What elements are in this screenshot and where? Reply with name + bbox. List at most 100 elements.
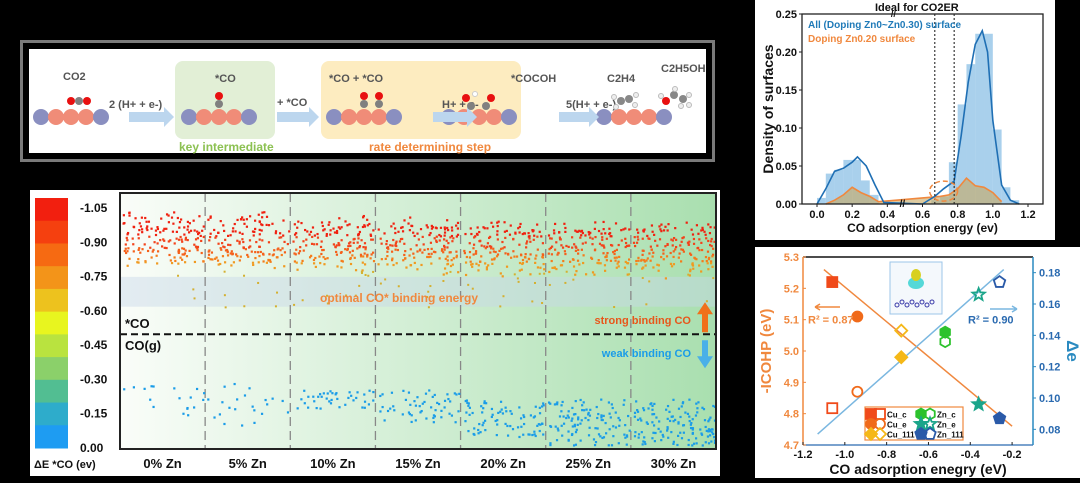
- weak-binding-point: [533, 430, 536, 433]
- strong-binding-point: [416, 232, 419, 235]
- strong-binding-point: [486, 227, 489, 230]
- strong-binding-point: [652, 251, 655, 254]
- strong-binding-point: [439, 226, 443, 229]
- strong-binding-point: [496, 224, 499, 228]
- histogram-bar: [834, 169, 844, 204]
- hydrogen-atom: [678, 103, 684, 109]
- weak-binding-point: [404, 398, 408, 401]
- weak-binding-point: [707, 442, 711, 445]
- optimal-point: [397, 285, 400, 288]
- strong-binding-point: [559, 238, 562, 241]
- weak-binding-point: [534, 434, 537, 438]
- weak-binding-point: [350, 394, 353, 397]
- strong-binding-point: [590, 257, 594, 260]
- strong-binding-point: [156, 226, 159, 229]
- strong-binding-point: [560, 244, 563, 247]
- c2h5oh-label: C2H5OH: [661, 63, 706, 75]
- strong-binding-point: [261, 223, 264, 227]
- strong-binding-point: [156, 262, 159, 265]
- strong-binding-point: [178, 220, 182, 224]
- category-label: 10% Zn: [310, 456, 356, 471]
- weak-binding-point: [536, 424, 539, 427]
- strong-binding-point: [200, 239, 203, 243]
- strong-binding-point: [299, 246, 302, 249]
- strong-binding-point: [257, 261, 260, 264]
- weak-binding-point: [577, 416, 580, 419]
- colorbar-tick-label: 0.00: [80, 441, 104, 455]
- strong-binding-point: [257, 213, 260, 216]
- weak-binding-point: [573, 423, 576, 426]
- legend-marker-open: [923, 426, 937, 440]
- weak-binding-point: [625, 434, 629, 437]
- weak-binding-point: [414, 404, 418, 407]
- strong-binding-point: [496, 230, 499, 233]
- strong-binding-point: [605, 259, 608, 262]
- strong-binding-point: [360, 239, 363, 242]
- strong-binding-point: [250, 250, 253, 253]
- density-histogram-panel: Ideal for CO2ER 0.00 0.05 0.10 0.15 0.20 0.25 0…: [755, 0, 1055, 240]
- strong-binding-point: [575, 230, 578, 233]
- strong-binding-point: [341, 260, 344, 263]
- strong-binding-point: [122, 214, 125, 217]
- strong-binding-point: [214, 236, 217, 239]
- strong-binding-point: [439, 235, 443, 238]
- strong-binding-point: [642, 249, 645, 252]
- weak-binding-point: [703, 419, 707, 422]
- icohp-point-zn_111: [992, 411, 1007, 425]
- weak-binding-point: [636, 410, 640, 413]
- weak-binding-point: [642, 440, 645, 443]
- strong-binding-point: [584, 241, 587, 244]
- strong-binding-point: [239, 255, 242, 258]
- strong-binding-point: [145, 227, 148, 230]
- weak-binding-point: [150, 385, 153, 388]
- strong-binding-point: [547, 234, 551, 237]
- weak-binding-point: [467, 404, 470, 407]
- strong-binding-point: [503, 221, 506, 224]
- weak-binding-point: [443, 399, 447, 402]
- strong-binding-point: [703, 230, 706, 233]
- strong-binding-point: [127, 247, 130, 250]
- strong-binding-point: [564, 252, 567, 256]
- strong-binding-point: [271, 222, 274, 225]
- left-tick-label: 4.8: [784, 409, 799, 421]
- weak-binding-point: [580, 419, 583, 422]
- left-tick-label: 4.9: [784, 377, 799, 389]
- strong-binding-point: [181, 258, 184, 261]
- strong-binding-point: [710, 260, 713, 263]
- strong-binding-point: [509, 224, 512, 227]
- optimal-point: [354, 294, 357, 297]
- strong-binding-point: [219, 262, 222, 266]
- strong-binding-point: [362, 216, 365, 219]
- weak-binding-point: [713, 436, 716, 439]
- strong-binding-point: [328, 221, 331, 224]
- colorbar-segment: [35, 311, 68, 335]
- strong-binding-point: [258, 233, 261, 236]
- strong-binding-point: [162, 238, 165, 241]
- weak-binding-point: [449, 400, 452, 403]
- strong-binding-point: [189, 229, 193, 232]
- strong-binding-point: [456, 227, 459, 230]
- weak-binding-point: [389, 407, 392, 410]
- strong-binding-point: [553, 232, 556, 235]
- optimal-point: [712, 277, 715, 280]
- strong-binding-point: [383, 232, 386, 235]
- strong-binding-point: [704, 255, 708, 259]
- strong-binding-point: [351, 254, 354, 257]
- legend-entry-zn20: Doping Zn0.20 surface: [808, 34, 916, 45]
- weak-binding-point: [539, 423, 542, 426]
- strong-binding-point: [136, 261, 139, 264]
- strong-binding-point: [543, 268, 546, 271]
- strong-binding-point: [243, 222, 246, 225]
- strong-binding-point: [254, 256, 257, 260]
- strong-binding-point: [691, 262, 694, 265]
- strong-binding-point: [320, 240, 323, 243]
- optimal-point: [276, 291, 279, 294]
- inset-atom: [929, 299, 935, 305]
- strong-binding-point: [447, 242, 450, 245]
- optimal-point: [372, 270, 375, 273]
- slab-product-atom: [596, 109, 612, 125]
- strong-binding-point: [649, 259, 652, 262]
- strong-binding-point: [603, 264, 607, 267]
- strong-binding-point: [650, 248, 653, 251]
- strong-binding-point: [664, 277, 667, 280]
